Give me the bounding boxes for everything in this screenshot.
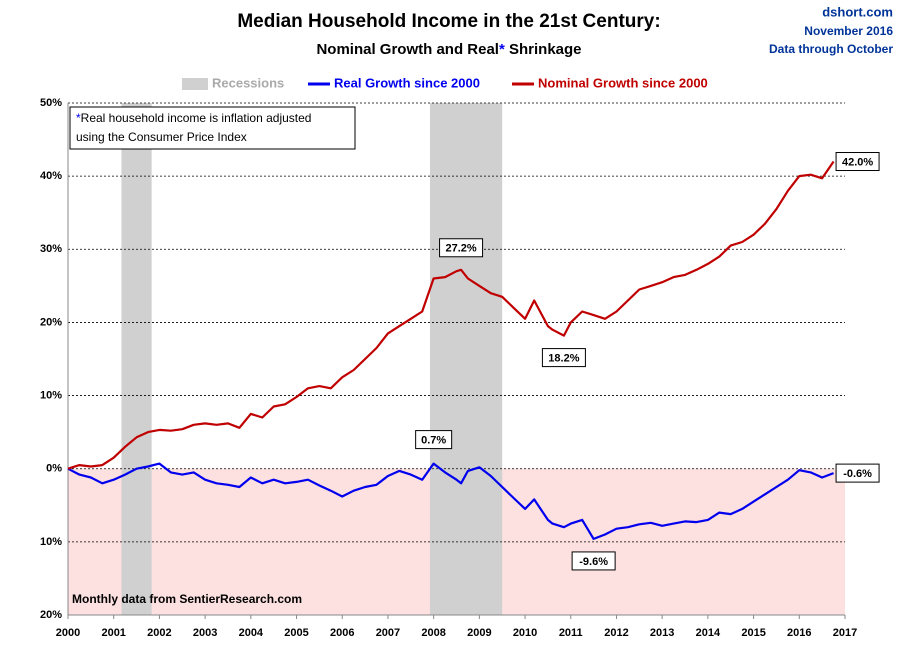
annotation-box — [571, 551, 616, 571]
y-tick-label: 30% — [40, 243, 62, 255]
x-tick-label: 2010 — [513, 627, 537, 639]
x-tick-label: 2001 — [101, 627, 125, 639]
footnote: Monthly data from SentierResearch.com — [72, 592, 302, 606]
x-tick-label: 2014 — [696, 627, 721, 639]
x-tick-label: 2000 — [56, 627, 80, 639]
y-tick-label: 0% — [46, 463, 62, 475]
x-tick-label: 2017 — [833, 627, 857, 639]
chart-title: Median Household Income in the 21st Cent… — [237, 11, 660, 32]
y-tick-label: 10% — [40, 536, 62, 548]
x-tick-label: 2011 — [559, 627, 583, 639]
x-tick-label: 2013 — [650, 627, 674, 639]
x-tick-label: 2012 — [604, 627, 628, 639]
legend-label: Nominal Growth since 2000 — [538, 75, 708, 90]
x-tick-label: 2003 — [193, 627, 217, 639]
annotation-box — [835, 152, 880, 172]
annotation-box — [835, 463, 880, 483]
series-line — [67, 160, 835, 470]
annotation-box — [439, 238, 484, 258]
x-tick-label: 2007 — [376, 627, 400, 639]
annotation-label: -9.6% — [579, 556, 608, 568]
x-tick-label: 2008 — [421, 627, 445, 639]
x-tick-label: 2002 — [147, 627, 171, 639]
annotation-box — [541, 348, 586, 368]
recession-band — [429, 103, 503, 615]
y-tick-label: 20% — [40, 316, 62, 328]
note-text: *Real household income is inflation adju… — [76, 111, 311, 125]
x-tick-label: 2006 — [330, 627, 354, 639]
y-tick-label: 20% — [40, 609, 62, 621]
y-tick-label: 10% — [40, 389, 62, 401]
x-tick-label: 2004 — [239, 627, 264, 639]
chart-subtitle: Nominal Growth and Real* Shrinkage — [316, 41, 581, 58]
annotation-label: 0.7% — [421, 435, 446, 447]
y-tick-label: 40% — [40, 170, 62, 182]
x-tick-label: 2015 — [741, 627, 765, 639]
source: dshort.com — [822, 4, 893, 19]
annotation-label: 18.2% — [548, 353, 579, 365]
series-line — [67, 462, 834, 540]
note-text: using the Consumer Price Index — [76, 130, 247, 144]
x-tick-label: 2016 — [787, 627, 811, 639]
annotation-label: 42.0% — [842, 156, 873, 168]
x-tick-label: 2009 — [467, 627, 491, 639]
annotation-label: 27.2% — [445, 243, 476, 255]
y-tick-label: 50% — [40, 97, 62, 109]
note-box — [69, 106, 356, 150]
x-tick-label: 2005 — [284, 627, 308, 639]
annotation-label: -0.6% — [843, 468, 872, 480]
legend-label: Recessions — [212, 75, 284, 90]
source: Data through October — [769, 42, 893, 56]
recession-band — [121, 103, 152, 615]
annotation-box — [415, 430, 453, 450]
source: November 2016 — [804, 24, 893, 38]
legend-swatch — [182, 78, 208, 90]
legend-label: Real Growth since 2000 — [334, 75, 480, 90]
